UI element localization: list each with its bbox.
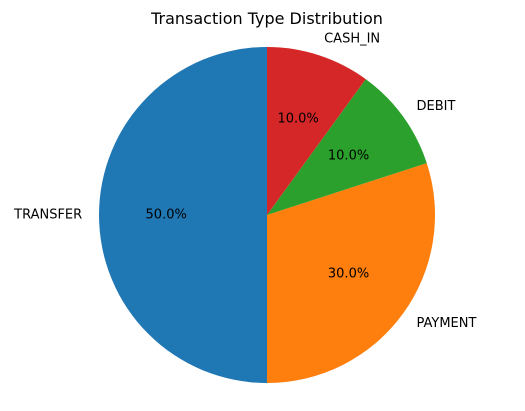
pie-slice-cash-in: [267, 47, 366, 215]
pie-labels: TRANSFER 50.0% PAYMENT 30.0% DEBIT 10.0% CASH_…: [13, 32, 476, 331]
percent-label-cash-in: 10.0%: [277, 112, 318, 127]
slice-label-cash-in: CASH_IN: [324, 32, 380, 47]
percent-label-transfer: 50.0%: [146, 208, 187, 223]
chart-title: Transaction Type Distribution: [150, 9, 383, 28]
slice-label-payment: PAYMENT: [417, 316, 477, 331]
slice-label-debit: DEBIT: [417, 99, 456, 114]
pie-slice-transfer: [99, 47, 267, 383]
pie-slice-debit: [267, 79, 427, 215]
percent-label-payment: 30.0%: [328, 267, 369, 282]
percent-label-debit: 10.0%: [328, 148, 369, 163]
pie-slices: [99, 47, 435, 383]
slice-label-transfer: TRANSFER: [13, 208, 82, 223]
pie-slice-payment: [267, 163, 435, 383]
